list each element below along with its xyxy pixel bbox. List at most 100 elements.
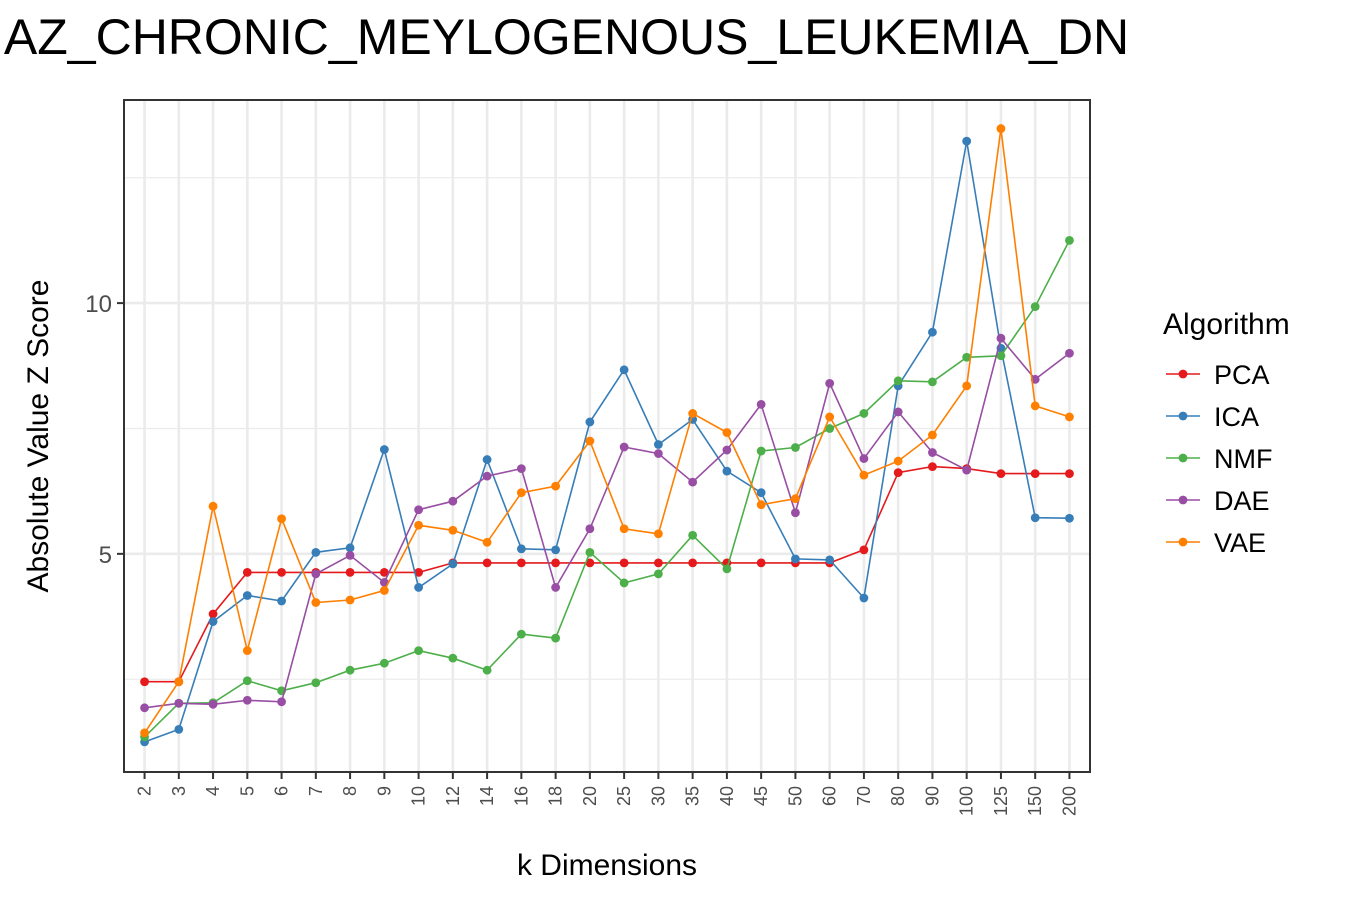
- point-vae: [482, 537, 492, 547]
- point-ica: [174, 724, 184, 734]
- point-dae: [722, 445, 732, 455]
- point-pca: [585, 558, 595, 568]
- x-tick-label: 10: [409, 786, 429, 806]
- point-nmf: [653, 569, 663, 579]
- point-dae: [928, 448, 937, 457]
- point-pca: [893, 468, 903, 478]
- point-vae: [448, 525, 458, 535]
- point-nmf: [379, 658, 389, 668]
- point-dae: [516, 464, 526, 473]
- point-ica: [825, 555, 835, 565]
- point-dae: [791, 508, 800, 518]
- x-tick-label: 40: [717, 786, 737, 806]
- point-vae: [311, 598, 321, 607]
- point-pca: [1065, 469, 1074, 479]
- point-dae: [174, 698, 184, 708]
- point-dae: [962, 465, 972, 475]
- point-pca: [756, 558, 766, 568]
- point-pca: [208, 609, 218, 619]
- point-nmf: [516, 629, 526, 639]
- point-pca: [688, 558, 698, 568]
- point-nmf: [482, 665, 492, 675]
- x-tick-label: 200: [1059, 786, 1079, 816]
- point-nmf: [414, 646, 423, 656]
- point-dae: [208, 699, 218, 709]
- point-dae: [448, 496, 458, 506]
- x-tick-label: 14: [477, 786, 497, 806]
- point-ica: [551, 545, 561, 555]
- point-nmf: [722, 564, 732, 574]
- point-dae: [859, 454, 869, 463]
- point-dae: [585, 524, 595, 534]
- x-tick-label: 20: [580, 786, 600, 806]
- point-vae: [928, 430, 937, 440]
- point-ica: [242, 591, 252, 600]
- point-ica: [482, 455, 492, 464]
- x-tick-label: 45: [751, 786, 771, 806]
- point-vae: [1065, 412, 1074, 422]
- x-tick-label: 30: [648, 786, 668, 806]
- point-nmf: [928, 377, 937, 387]
- point-pca: [653, 558, 663, 568]
- x-tick-label: 4: [203, 786, 223, 796]
- legend-marker-vae: [1178, 537, 1188, 547]
- series-line-nmf: [144, 240, 1071, 738]
- point-nmf: [619, 578, 629, 588]
- x-tick-label: 60: [820, 786, 840, 806]
- x-tick-label: 50: [785, 786, 805, 806]
- point-ica: [1065, 513, 1074, 523]
- point-pca: [277, 568, 286, 577]
- point-nmf: [962, 352, 972, 362]
- point-dae: [756, 400, 766, 409]
- x-tick-label: 80: [888, 786, 908, 806]
- chart-title: IAZ_CHRONIC_MEYLOGENOUS_LEUKEMIA_DN: [0, 9, 1130, 65]
- point-ica: [448, 559, 458, 569]
- x-tick-label: 7: [306, 786, 326, 796]
- point-nmf: [1030, 302, 1040, 312]
- plot-panel: [124, 100, 1090, 772]
- x-tick-label: 70: [854, 786, 874, 806]
- point-vae: [619, 524, 629, 534]
- point-ica: [756, 488, 766, 498]
- point-vae: [208, 501, 218, 511]
- point-nmf: [448, 653, 458, 663]
- point-pca: [859, 545, 869, 555]
- point-dae: [653, 449, 663, 458]
- point-dae: [996, 333, 1006, 343]
- point-vae: [585, 436, 595, 446]
- point-vae: [653, 529, 663, 539]
- point-ica: [1030, 513, 1040, 523]
- point-vae: [688, 409, 698, 418]
- point-vae: [140, 728, 149, 738]
- point-ica: [277, 596, 286, 606]
- point-vae: [277, 514, 286, 524]
- x-tick-label: 35: [683, 786, 703, 806]
- legend-label-ica: ICA: [1214, 402, 1259, 432]
- point-vae: [859, 470, 869, 480]
- point-nmf: [893, 376, 903, 386]
- point-nmf: [791, 443, 800, 452]
- legend-title: Algorithm: [1163, 308, 1290, 341]
- point-pca: [996, 469, 1006, 479]
- point-ica: [722, 466, 732, 476]
- point-pca: [345, 568, 355, 577]
- point-nmf: [756, 446, 766, 456]
- y-tick-label: 5: [99, 542, 112, 569]
- point-pca: [140, 677, 149, 687]
- point-ica: [791, 554, 800, 564]
- x-tick-label: 6: [272, 786, 292, 796]
- series-line-pca: [144, 465, 1070, 683]
- legend-marker-dae: [1178, 495, 1188, 505]
- x-tick-label: 100: [957, 786, 977, 816]
- legend-label-dae: DAE: [1214, 486, 1270, 516]
- x-tick-label: 8: [340, 786, 360, 796]
- point-pca: [242, 568, 252, 577]
- point-dae: [1065, 348, 1074, 358]
- point-vae: [516, 488, 526, 498]
- point-vae: [756, 500, 766, 510]
- point-dae: [345, 550, 355, 560]
- point-nmf: [1065, 236, 1074, 245]
- point-vae: [962, 381, 972, 391]
- point-pca: [551, 558, 561, 568]
- x-axis-title: k Dimensions: [517, 849, 697, 882]
